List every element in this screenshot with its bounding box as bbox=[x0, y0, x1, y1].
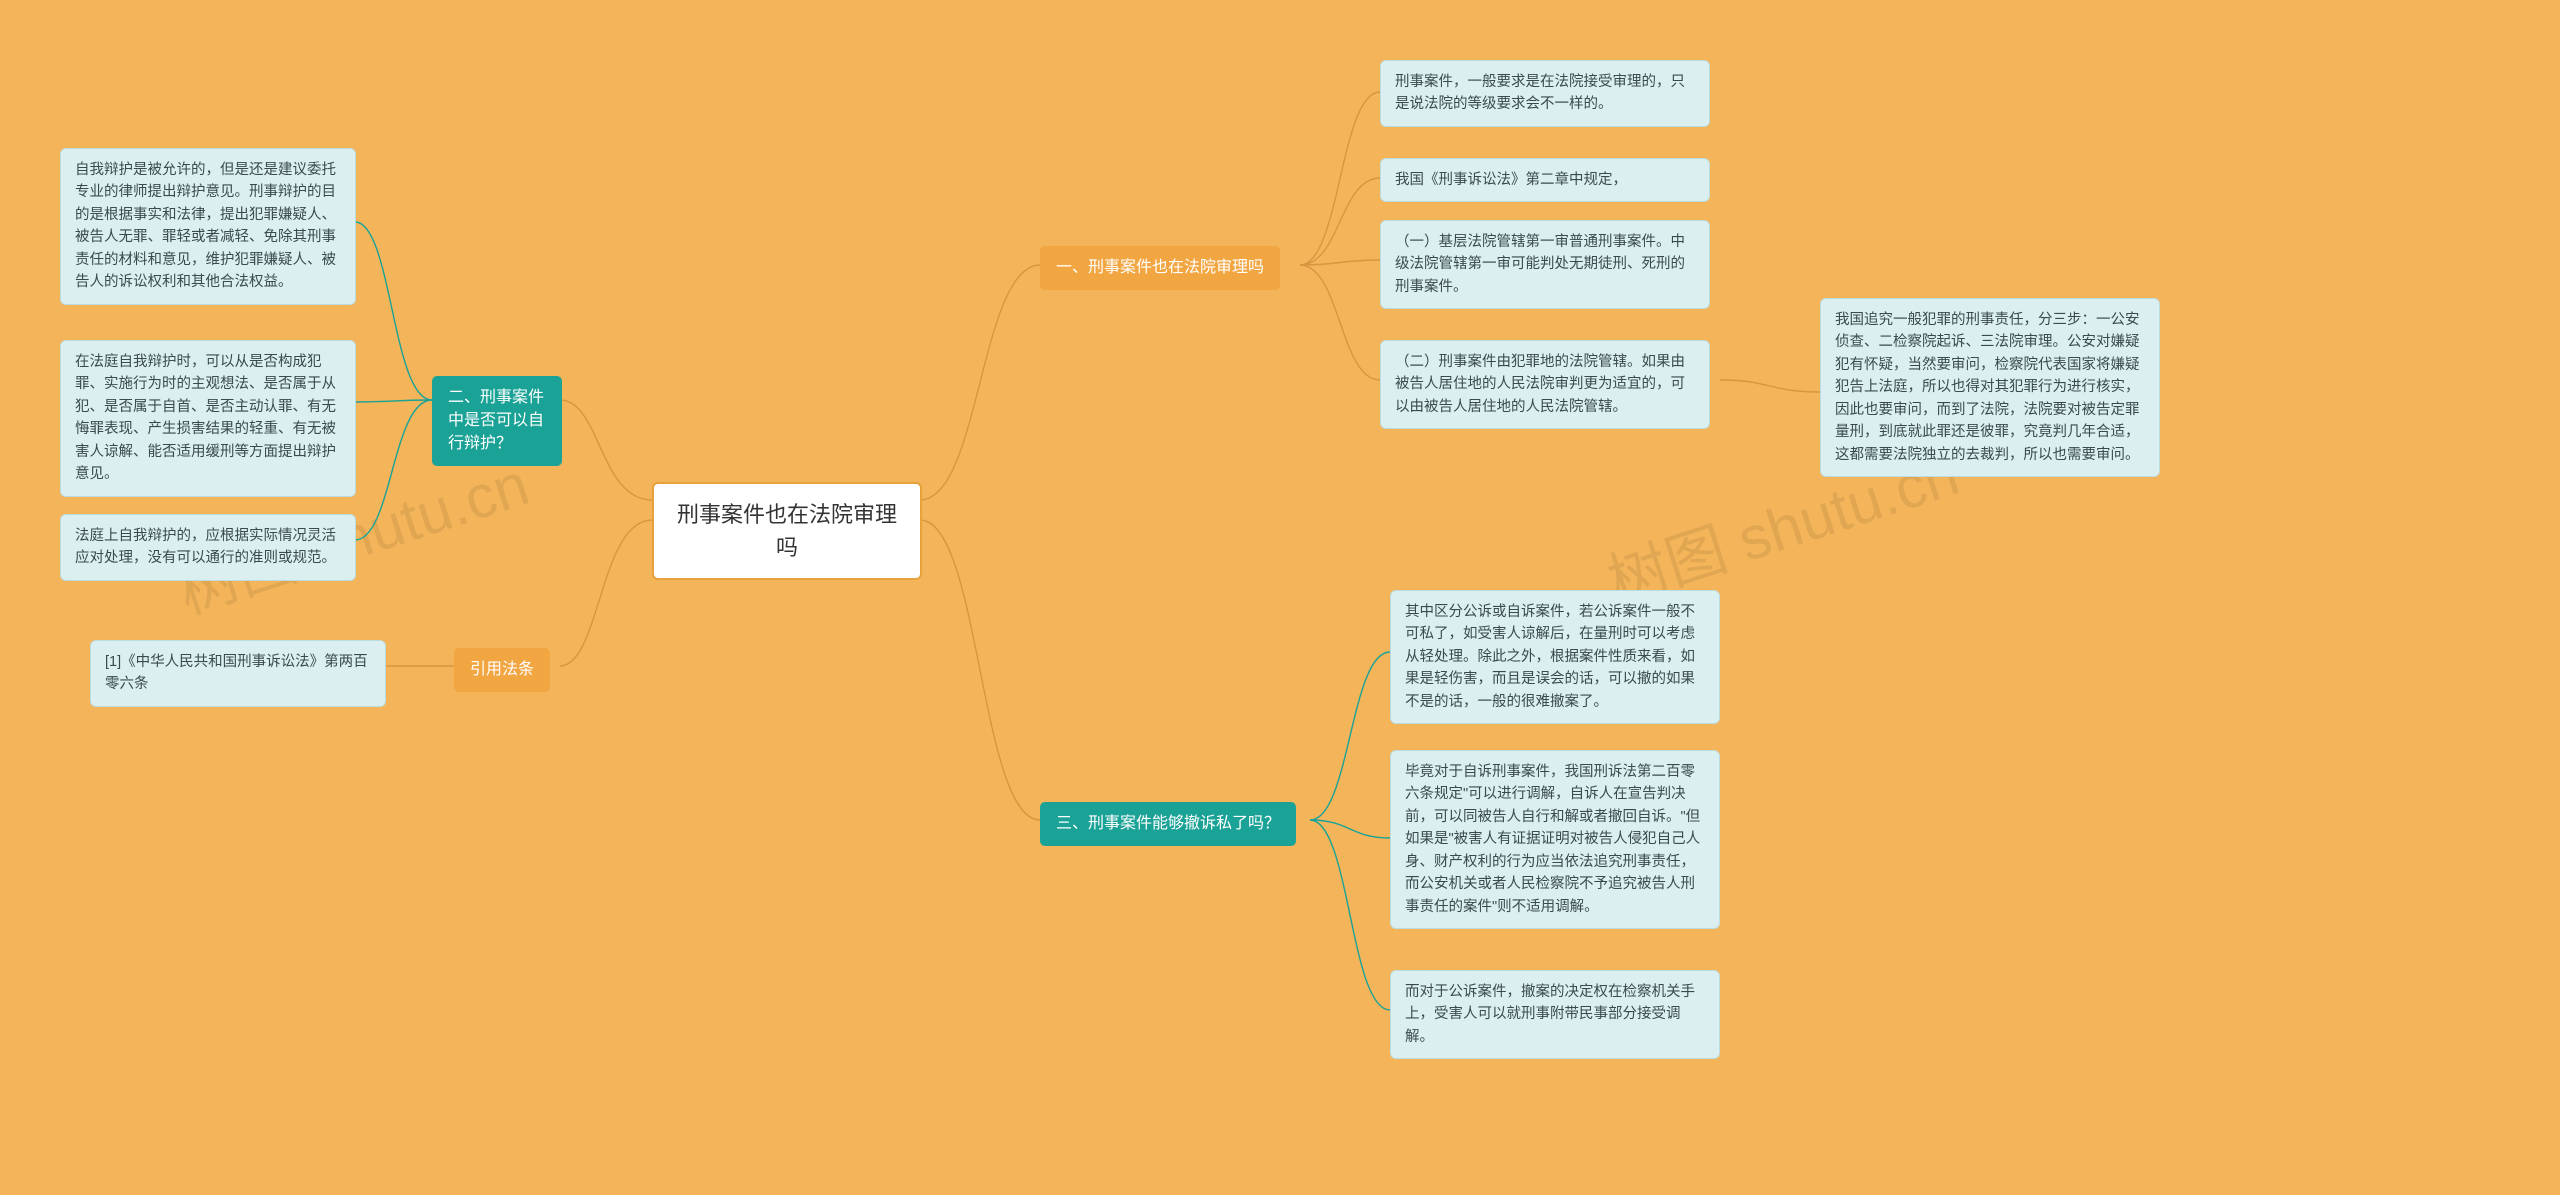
branch-1-leaf-4: （二）刑事案件由犯罪地的法院管辖。如果由被告人居住地的人民法院审判更为适宜的，可… bbox=[1380, 340, 1710, 429]
branch-1-leaf-3: （一）基层法院管辖第一审普通刑事案件。中级法院管辖第一审可能判处无期徒刑、死刑的… bbox=[1380, 220, 1710, 309]
branch-4[interactable]: 引用法条 bbox=[454, 648, 550, 692]
branch-2-leaf-1: 自我辩护是被允许的，但是还是建议委托专业的律师提出辩护意见。刑事辩护的目的是根据… bbox=[60, 148, 356, 305]
branch-2-leaf-3: 法庭上自我辩护的，应根据实际情况灵活应对处理，没有可以通行的准则或规范。 bbox=[60, 514, 356, 581]
branch-1-leaf-2: 我国《刑事诉讼法》第二章中规定， bbox=[1380, 158, 1710, 202]
center-node[interactable]: 刑事案件也在法院审理吗 bbox=[652, 482, 922, 580]
branch-2[interactable]: 二、刑事案件中是否可以自行辩护？ bbox=[432, 376, 562, 466]
connector-lines bbox=[0, 0, 2560, 1195]
branch-3[interactable]: 三、刑事案件能够撤诉私了吗？ bbox=[1040, 802, 1296, 846]
branch-1-leaf-1: 刑事案件，一般要求是在法院接受审理的，只是说法院的等级要求会不一样的。 bbox=[1380, 60, 1710, 127]
branch-3-leaf-3: 而对于公诉案件，撤案的决定权在检察机关手上，受害人可以就刑事附带民事部分接受调解… bbox=[1390, 970, 1720, 1059]
branch-2-leaf-2: 在法庭自我辩护时，可以从是否构成犯罪、实施行为时的主观想法、是否属于从犯、是否属… bbox=[60, 340, 356, 497]
branch-1[interactable]: 一、刑事案件也在法院审理吗 bbox=[1040, 246, 1280, 290]
branch-1-extra-leaf: 我国追究一般犯罪的刑事责任，分三步：一公安侦查、二检察院起诉、三法院审理。公安对… bbox=[1820, 298, 2160, 477]
branch-4-leaf-1: [1]《中华人民共和国刑事诉讼法》第两百零六条 bbox=[90, 640, 386, 707]
branch-3-leaf-2: 毕竟对于自诉刑事案件，我国刑诉法第二百零六条规定"可以进行调解，自诉人在宣告判决… bbox=[1390, 750, 1720, 929]
branch-3-leaf-1: 其中区分公诉或自诉案件，若公诉案件一般不可私了，如受害人谅解后，在量刑时可以考虑… bbox=[1390, 590, 1720, 724]
